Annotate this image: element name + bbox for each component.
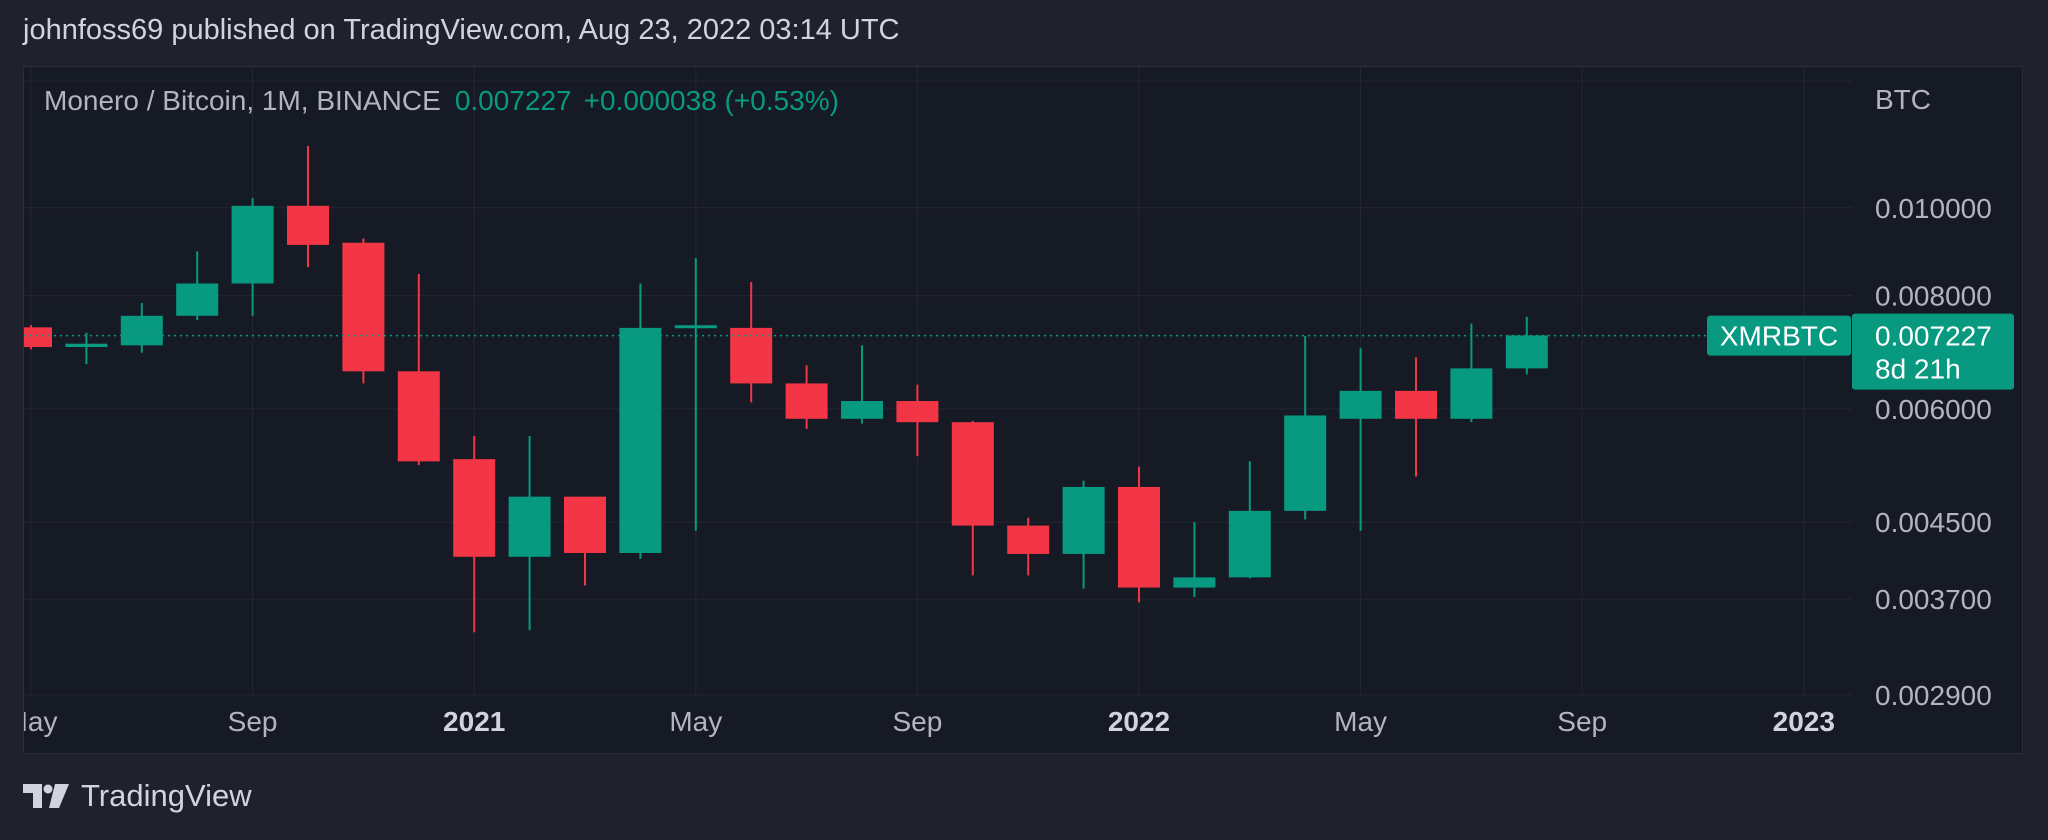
price-tick-label: 0.006000 xyxy=(1875,394,1992,425)
candle[interactable] xyxy=(120,303,163,353)
candle-body xyxy=(176,283,219,316)
symbol-badge[interactable] xyxy=(1707,315,1851,356)
candle-body xyxy=(342,242,385,372)
candle[interactable] xyxy=(24,325,52,350)
candle[interactable] xyxy=(896,384,939,457)
candle[interactable] xyxy=(1118,466,1160,603)
candle-body xyxy=(1395,390,1437,419)
price-axis-unit: BTC xyxy=(1875,84,1931,115)
time-tick-label: 2022 xyxy=(1108,706,1170,737)
candles xyxy=(24,145,1548,633)
candle[interactable] xyxy=(1505,316,1548,375)
candle[interactable] xyxy=(674,258,717,531)
price-tick-label: 0.004500 xyxy=(1875,507,1992,538)
candle-body xyxy=(65,343,108,348)
tradingview-logo-icon xyxy=(23,784,69,808)
candle[interactable] xyxy=(397,274,440,466)
candle[interactable] xyxy=(453,435,496,633)
time-tick-label: May xyxy=(24,706,57,737)
candle-body xyxy=(1062,486,1105,554)
candle[interactable] xyxy=(619,283,662,559)
time-tick-label: May xyxy=(669,706,722,737)
candle[interactable] xyxy=(176,251,219,320)
candle-body xyxy=(1228,510,1271,578)
candle-body xyxy=(1339,390,1382,419)
price-tick-label: 0.010000 xyxy=(1875,193,1992,224)
candle-body xyxy=(896,401,939,423)
candle[interactable] xyxy=(1395,357,1437,477)
candle-body xyxy=(951,422,994,526)
legend-last-price: 0.007227 xyxy=(454,85,572,116)
candle-body xyxy=(1284,415,1327,511)
chart-legend: Monero / Bitcoin, 1M, BINANCE 0.007227 +0.… xyxy=(44,85,839,117)
candle-body xyxy=(1450,368,1493,419)
candle-body xyxy=(674,325,717,329)
candle-body xyxy=(1007,525,1050,554)
candle[interactable] xyxy=(65,332,108,365)
candle[interactable] xyxy=(342,238,385,384)
candle[interactable] xyxy=(1062,480,1105,589)
candle-body xyxy=(619,327,662,553)
time-tick-label: 2021 xyxy=(443,706,505,737)
price-tick-label: 0.002900 xyxy=(1875,680,1992,711)
candle-body xyxy=(785,383,828,419)
candle-body xyxy=(508,496,551,557)
candle[interactable] xyxy=(1450,323,1493,423)
candle-body xyxy=(231,205,274,284)
candle[interactable] xyxy=(231,198,274,316)
legend-symbol[interactable]: Monero / Bitcoin, 1M, BINANCE xyxy=(44,85,441,116)
time-axis: May Sep 2021 May Sep 2022 May Sep 2023 xyxy=(24,706,1835,737)
candle-body xyxy=(453,459,496,557)
time-tick-label: 2023 xyxy=(1773,706,1835,737)
candle[interactable] xyxy=(730,282,773,403)
candle[interactable] xyxy=(287,145,329,268)
legend-change: +0.000038 (+0.53%) xyxy=(583,85,839,116)
time-tick-label: Sep xyxy=(228,706,278,737)
candle-body xyxy=(1505,335,1548,369)
candle-body xyxy=(841,401,883,419)
time-tick-label: May xyxy=(1334,706,1387,737)
candle[interactable] xyxy=(1284,335,1327,520)
symbol-badge-label: XMRBTC xyxy=(1720,321,1838,352)
candle[interactable] xyxy=(841,345,883,424)
publish-header: johnfoss69 published on TradingView.com,… xyxy=(23,14,900,46)
candle[interactable] xyxy=(1173,522,1216,597)
grid xyxy=(24,67,1852,696)
candlestick-chart[interactable]: BTC 0.010000 0.008000 0.006000 0.004500 0.003… xyxy=(24,67,2023,754)
chart-panel[interactable]: BTC 0.010000 0.008000 0.006000 0.004500 0.003… xyxy=(23,66,2023,754)
time-tick-label: Sep xyxy=(1557,706,1607,737)
candle[interactable] xyxy=(1007,517,1050,576)
candle[interactable] xyxy=(785,365,828,430)
candle-body xyxy=(24,327,52,348)
candle-body xyxy=(730,327,773,384)
candle[interactable] xyxy=(1228,461,1271,579)
tradingview-brand: TradingView xyxy=(81,778,252,813)
last-price-value: 0.007227 xyxy=(1875,321,1992,352)
candle[interactable] xyxy=(1339,348,1382,531)
price-axis: BTC 0.010000 0.008000 0.006000 0.004500 0.003… xyxy=(1875,84,1992,711)
candle-body xyxy=(397,371,440,462)
candle[interactable] xyxy=(564,496,606,586)
candle-body xyxy=(120,315,163,346)
candle-body xyxy=(287,205,329,245)
candle-body xyxy=(564,496,606,553)
candle-body xyxy=(1118,486,1160,588)
time-tick-label: Sep xyxy=(892,706,942,737)
bar-countdown: 8d 21h xyxy=(1875,354,1961,385)
candle[interactable] xyxy=(951,420,994,576)
price-tick-label: 0.008000 xyxy=(1875,281,1992,312)
candle-body xyxy=(1173,577,1216,588)
candle[interactable] xyxy=(508,435,551,631)
tradingview-footer[interactable]: TradingView xyxy=(23,778,252,814)
last-price-badge xyxy=(1852,313,2014,390)
price-tick-label: 0.003700 xyxy=(1875,584,1992,615)
